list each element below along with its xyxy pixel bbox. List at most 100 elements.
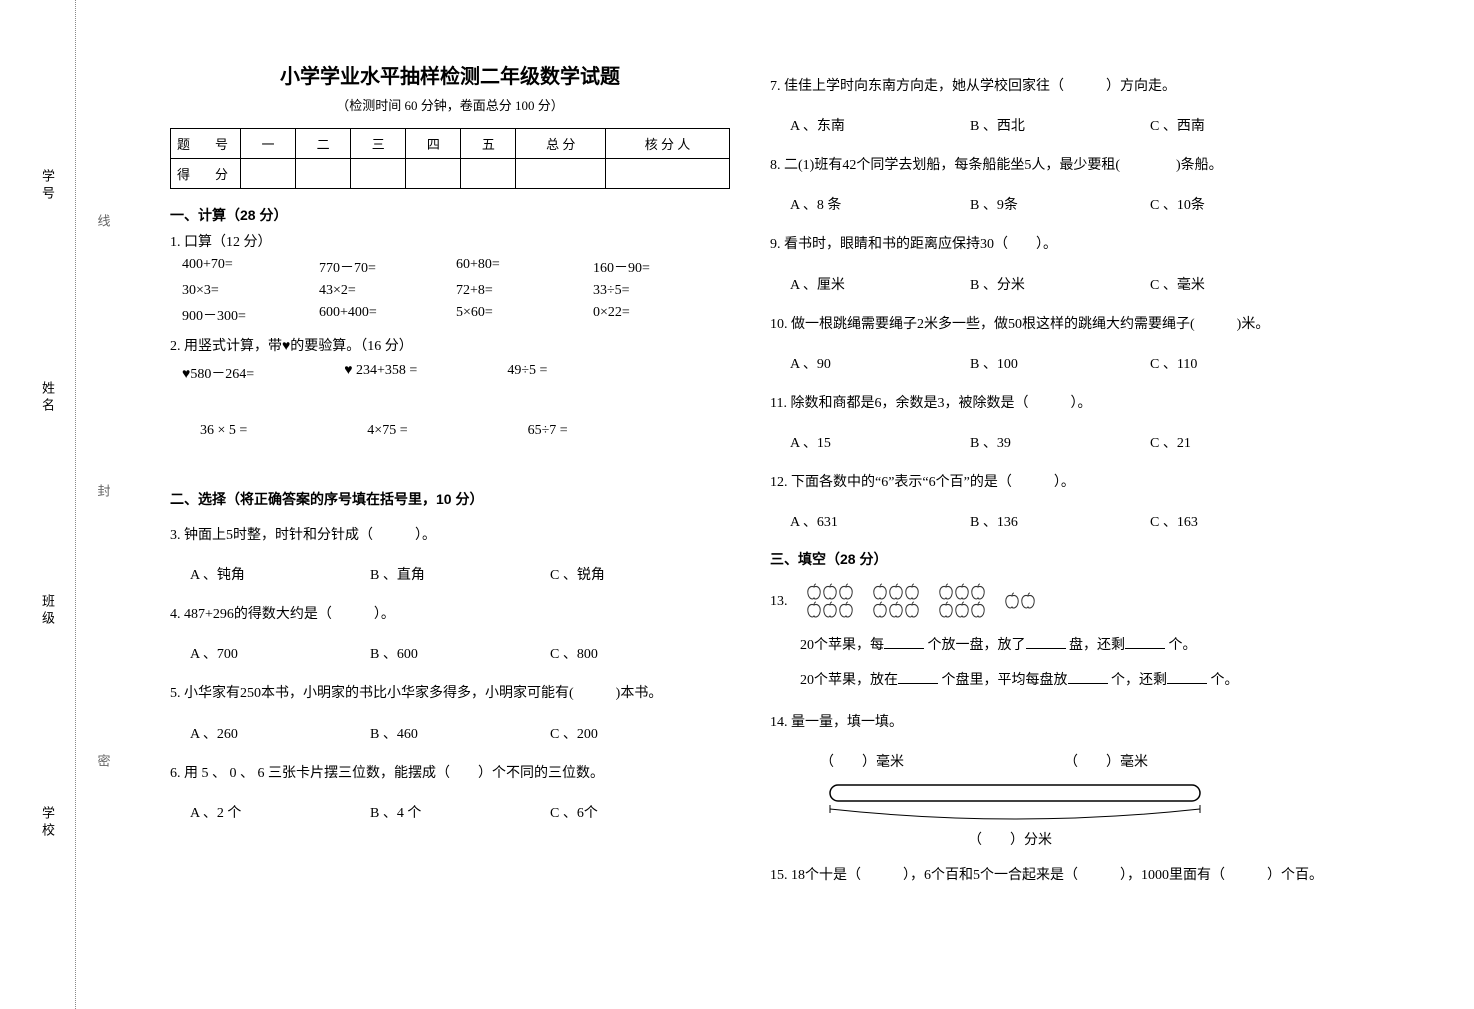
q15: 15. 18个十是（ ），6个百和5个一合起来是（ ），1000里面有（ ）个百… [770,863,1330,888]
vcalc-a2: 49÷5 = [507,363,547,383]
s1-p2-head: 2. 用竖式计算，带♥的要验算。（16 分） [170,335,730,355]
q12-opts: A 、631 B 、136 C 、163 [790,511,1330,531]
q7-c: C 、西南 [1150,115,1330,135]
q13-line2: 20个苹果，放在 个盘里，平均每盘放 个，还剩 个。 [800,668,1330,693]
calc-8: 900－300= [182,305,319,325]
section-1-head: 一、计算（28 分） [170,205,730,225]
q13-l2-c: 个，还剩 [1111,673,1167,688]
calc-5: 43×2= [319,283,456,299]
q7-a: A 、东南 [790,115,970,135]
mental-calc-grid: 400+70= 770－70= 60+80= 160－90= 30×3= 43×… [182,257,730,325]
score-h-6: 总 分 [516,129,606,159]
q8: 8. 二(1)班有42个同学去划船，每条船能坐5人，最少要租( )条船。 [770,153,1330,178]
calc-4: 30×3= [182,283,319,299]
page-right: 7. 佳佳上学时向东南方向走，她从学校回家往（ ）方向走。 A 、东南 B 、西… [770,60,1330,904]
q3-c: C 、锐角 [550,564,730,584]
q7-b: B 、西北 [970,115,1150,135]
q9-opts: A 、厘米 B 、分米 C 、毫米 [790,274,1330,294]
blank [1125,635,1165,649]
score-h-0: 题 号 [171,129,241,159]
q3-opts: A 、钝角 B 、直角 C 、锐角 [190,564,730,584]
blank [898,670,938,684]
apple-group [1004,592,1036,610]
q3-a: A 、钝角 [190,564,370,584]
q3: 3. 钟面上5时整，时针和分针成（ ）。 [170,523,730,548]
q3-b: B 、直角 [370,564,550,584]
apple-group [938,583,986,619]
blank [1068,670,1108,684]
ruler-mm-1: （ ）毫米 [820,751,904,771]
q13-l2-b: 个盘里，平均每盘放 [942,673,1068,688]
apple-groups [806,583,1036,619]
binding-dotted-line: 线 封 密 [75,0,130,1009]
q6-opts: A 、2 个 B 、4 个 C 、6个 [190,802,730,822]
q5-c: C 、200 [550,723,730,743]
q9-a: A 、厘米 [790,274,970,294]
q9-c: C 、毫米 [1150,274,1330,294]
score-h-7: 核 分 人 [605,129,729,159]
q13-l1-d: 个。 [1169,638,1197,653]
ruler-mm-2: （ ）毫米 [1064,751,1148,771]
q8-opts: A 、8 条 B 、9条 C 、10条 [790,194,1330,214]
blank [884,635,924,649]
score-table: 题 号 一 二 三 四 五 总 分 核 分 人 得 分 [170,128,730,189]
ruler-dm-label: （ ）分米 [820,829,1200,849]
q6-a: A 、2 个 [190,802,370,822]
score-v-6 [516,159,606,189]
q12-b: B 、136 [970,511,1150,531]
binding-margin: 学号 姓名 班级 学校 线 封 密 [20,0,130,1009]
apple-group [806,583,854,619]
ruler-mm-labels: （ ）毫米 （ ）毫米 [820,751,1330,771]
q7-opts: A 、东南 B 、西北 C 、西南 [790,115,1330,135]
blank [1026,635,1066,649]
q8-b: B 、9条 [970,194,1150,214]
q10-c: C 、110 [1150,353,1330,373]
q6: 6. 用 5 、 0 、 6 三张卡片摆三位数，能摆成（ ）个不同的三位数。 [170,761,730,786]
q10: 10. 做一根跳绳需要绳子2米多一些，做50根这样的跳绳大约需要绳子( )米。 [770,312,1330,337]
score-h-5: 五 [461,129,516,159]
q6-c: C 、6个 [550,802,730,822]
q5-a: A 、260 [190,723,370,743]
q13-l2-d: 个。 [1211,673,1239,688]
q11-c: C 、21 [1150,432,1330,452]
q11-b: B 、39 [970,432,1150,452]
q7: 7. 佳佳上学时向东南方向走，她从学校回家往（ ）方向走。 [770,74,1330,99]
q13-line1: 20个苹果，每 个放一盘，放了 盘，还剩 个。 [800,633,1330,658]
q4-a: A 、700 [190,643,370,663]
label-class: 班级 [38,594,57,628]
calc-10: 5×60= [456,305,593,325]
vcalc-a0: ♥580－264= [182,363,254,383]
score-v-1 [241,159,296,189]
dotted-label-1: 线 [94,214,113,255]
calc-0: 400+70= [182,257,319,277]
exam-title: 小学学业水平抽样检测二年级数学试题 [170,60,730,89]
q8-c: C 、10条 [1150,194,1330,214]
section-3-head: 三、填空（28 分） [770,549,1330,569]
s1-p1-head: 1. 口算（12 分） [170,231,730,251]
calc-6: 72+8= [456,283,593,299]
q5-opts: A 、260 B 、460 C 、200 [190,723,730,743]
q12-a: A 、631 [790,511,970,531]
q11-opts: A 、15 B 、39 C 、21 [790,432,1330,452]
blank [1167,670,1207,684]
q10-a: A 、90 [790,353,970,373]
binding-label-column: 学号 姓名 班级 学校 [20,0,75,1009]
q13-l2-a: 20个苹果，放在 [800,673,898,688]
apple-group [872,583,920,619]
score-h-3: 三 [351,129,406,159]
q13-l1-a: 20个苹果，每 [800,638,884,653]
score-header-row: 题 号 一 二 三 四 五 总 分 核 分 人 [171,129,730,159]
score-v-4 [406,159,461,189]
page-left: 小学学业水平抽样检测二年级数学试题 （检测时间 60 分钟，卷面总分 100 分… [170,60,730,840]
calc-3: 160－90= [593,257,730,277]
vcalc-a1: ♥ 234+358 = [344,363,417,383]
q13-label: 13. [770,589,788,614]
q12-c: C 、163 [1150,511,1330,531]
q13: 13. 20个苹果，每 个放一盘，放了 盘，还剩 个。 20个苹果，放在 个盘里… [770,583,1330,693]
q9-b: B 、分米 [970,274,1150,294]
q5: 5. 小华家有250本书，小明家的书比小华家多得多，小明家可能有( )本书。 [170,681,730,706]
exam-subtitle: （检测时间 60 分钟，卷面总分 100 分） [170,95,730,114]
q6-b: B 、4 个 [370,802,550,822]
vcalc-b2: 65÷7 = [528,423,568,439]
calc-11: 0×22= [593,305,730,325]
